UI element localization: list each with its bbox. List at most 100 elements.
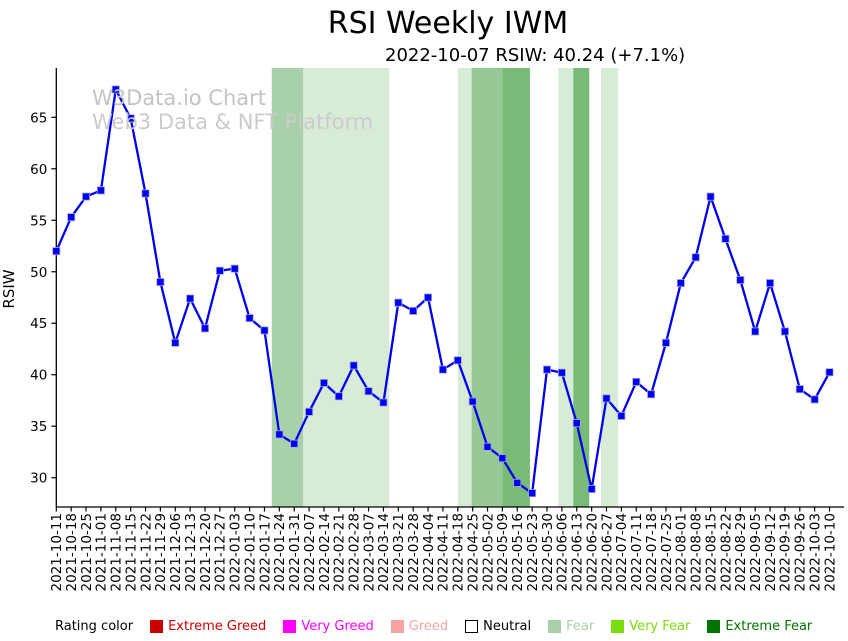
legend-item-greed: Greed <box>390 619 448 634</box>
x-tick-label: 2022-07-25 <box>659 513 675 591</box>
x-tick-label: 2021-10-25 <box>79 513 95 591</box>
data-point-marker <box>513 478 522 487</box>
data-point-marker <box>275 430 284 439</box>
data-point-marker <box>245 314 254 323</box>
legend-swatch <box>465 619 479 633</box>
x-tick-label: 2022-02-07 <box>302 513 318 591</box>
data-point-marker <box>186 294 195 303</box>
x-tick-label: 2021-11-08 <box>109 513 125 591</box>
data-point-marker <box>52 247 61 256</box>
rating-band <box>502 68 530 507</box>
data-point-marker <box>736 275 745 284</box>
data-point-marker <box>409 306 418 315</box>
y-tick-label: 60 <box>30 162 47 178</box>
data-point-marker <box>349 361 358 370</box>
x-tick-label: 2022-10-10 <box>822 513 838 591</box>
x-tick-label: 2022-01-10 <box>242 513 258 591</box>
x-tick-label: 2022-09-12 <box>763 513 779 591</box>
y-tick-label: 45 <box>30 316 47 332</box>
data-point-marker <box>319 378 328 387</box>
x-tick-label: 2022-08-22 <box>718 513 734 591</box>
data-point-marker <box>528 489 537 498</box>
y-tick-label: 35 <box>30 419 47 435</box>
legend-item-label: Extreme Fear <box>725 618 813 634</box>
x-tick-label: 2022-01-24 <box>272 513 288 591</box>
data-point-marker <box>111 85 120 94</box>
data-point-marker <box>766 279 775 288</box>
data-point-marker <box>215 266 224 275</box>
data-point-marker <box>572 419 581 428</box>
rating-band <box>271 68 304 507</box>
data-point-marker <box>260 326 269 335</box>
legend-item-extreme-greed: Extreme Greed <box>150 619 266 634</box>
x-tick-label: 2021-12-13 <box>183 513 199 591</box>
x-tick-label: 2022-10-03 <box>807 513 823 591</box>
data-point-marker <box>647 390 656 399</box>
x-tick-label: 2022-09-05 <box>748 513 764 591</box>
legend-item-neutral: Neutral <box>465 619 531 634</box>
x-tick-label: 2022-02-28 <box>347 513 363 591</box>
legend-item-very-greed: Very Greed <box>283 618 374 634</box>
x-tick-label: 2022-02-14 <box>317 513 333 591</box>
x-tick-label: 2021-11-01 <box>94 513 110 591</box>
y-tick-label: 30 <box>30 471 47 487</box>
rsi-series-line <box>55 88 831 495</box>
y-axis-label: RSIW <box>0 269 18 309</box>
legend-item-very-fear: Very Fear <box>611 619 690 634</box>
y-tick-label: 40 <box>30 368 47 384</box>
legend-swatch <box>283 619 297 633</box>
legend-item-label: Very Greed <box>301 618 374 634</box>
data-point-marker <box>795 385 804 394</box>
x-tick-label: 2022-09-19 <box>778 513 794 591</box>
data-point-marker <box>379 398 388 407</box>
x-tick-label: 2022-05-09 <box>495 513 511 591</box>
legend-swatch <box>150 619 164 633</box>
data-point-marker <box>691 253 700 262</box>
data-point-marker <box>230 264 239 273</box>
rating-legend: Rating color Extreme Greed Very Greed Gree… <box>55 615 812 637</box>
x-tick-label: 2022-03-14 <box>376 513 392 591</box>
data-point-marker <box>82 192 91 201</box>
x-tick-label: 2022-03-28 <box>406 513 422 591</box>
rating-band <box>558 68 574 507</box>
data-point-marker <box>617 411 626 420</box>
data-point-marker <box>498 454 507 463</box>
data-point-marker <box>721 234 730 243</box>
legend-item-label: Extreme Greed <box>168 618 267 634</box>
x-tick-label: 2021-12-27 <box>213 513 229 591</box>
legend-swatch <box>611 619 625 633</box>
x-tick-label: 2022-05-30 <box>540 513 556 591</box>
x-tick-label: 2022-01-03 <box>228 513 244 591</box>
x-tick-label: 2022-08-29 <box>733 513 749 591</box>
x-tick-label: 2022-04-18 <box>451 513 467 591</box>
data-point-marker <box>810 395 819 404</box>
rating-band <box>573 68 590 507</box>
x-tick-label: 2022-08-08 <box>689 513 705 591</box>
data-point-marker <box>483 442 492 451</box>
x-tick-label: 2022-06-13 <box>570 513 586 591</box>
rating-band <box>457 68 472 507</box>
data-point-marker <box>780 327 789 336</box>
x-tick-label: 2022-07-11 <box>629 513 645 591</box>
data-point-marker <box>67 213 76 222</box>
data-point-marker <box>394 298 403 307</box>
legend-swatch <box>548 619 562 633</box>
x-tick-label: 2021-11-15 <box>123 513 139 591</box>
x-tick-label: 2021-11-29 <box>153 513 169 591</box>
data-point-marker <box>706 192 715 201</box>
data-point-marker <box>468 397 477 406</box>
data-point-marker <box>141 189 150 198</box>
x-tick-label: 2022-02-21 <box>332 513 348 591</box>
legend-item-extreme-fear: Extreme Fear <box>707 619 812 634</box>
x-tick-label: 2022-05-23 <box>525 513 541 591</box>
x-tick-label: 2022-01-31 <box>287 513 303 591</box>
x-tick-label: 2022-06-20 <box>584 513 600 591</box>
x-tick-label: 2022-07-18 <box>644 513 660 591</box>
data-point-marker <box>661 338 670 347</box>
data-point-marker <box>126 114 135 123</box>
y-tick-label: 65 <box>30 110 47 126</box>
data-point-marker <box>334 392 343 401</box>
data-point-marker <box>825 368 834 377</box>
